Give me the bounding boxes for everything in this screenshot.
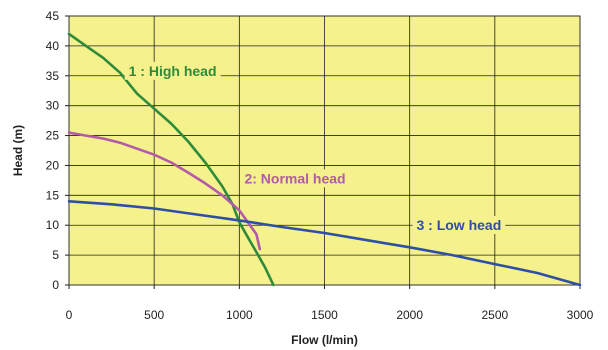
x-tick-label: 3000: [567, 308, 594, 322]
x-tick-label: 2500: [481, 308, 508, 322]
y-tick-label: 40: [46, 39, 60, 53]
series-line: [67, 32, 275, 287]
series-line: [67, 200, 582, 287]
x-tick-label: 500: [144, 308, 164, 322]
x-tick-labels: 0 500 1000 1500 2000 2500 3000: [66, 285, 594, 322]
x-tick-label: 0: [66, 308, 73, 322]
y-tick-label: 15: [46, 188, 60, 202]
series-label: 2: Normal head: [244, 170, 345, 186]
series-label-background: [240, 169, 350, 188]
series-label: 1 : High head: [129, 63, 217, 79]
y-tick-label: 10: [46, 218, 60, 232]
y-tick-label: 25: [46, 129, 60, 143]
series-annotations: 1 : High head 2: Normal head 3 : Low head: [124, 61, 506, 235]
series-label-background: [124, 61, 221, 80]
x-axis-title: Flow (l/min): [291, 333, 358, 347]
y-tick-label: 5: [52, 248, 59, 262]
y-tick-labels: 0 5 10 15 20 25 30 35 40 45: [46, 9, 69, 292]
y-tick-label: 35: [46, 69, 60, 83]
y-axis-title: Head (m): [11, 125, 25, 176]
y-tick-label: 30: [46, 99, 60, 113]
series-label-background: [412, 216, 506, 235]
x-tick-label: 1500: [311, 308, 338, 322]
x-tick-label: 1000: [226, 308, 253, 322]
y-tick-label: 0: [52, 278, 59, 292]
series-label: 3 : Low head: [416, 217, 501, 233]
series-lines: [67, 32, 582, 287]
y-tick-label: 20: [46, 158, 60, 172]
x-tick-label: 2000: [396, 308, 423, 322]
y-tick-label: 45: [46, 9, 60, 23]
